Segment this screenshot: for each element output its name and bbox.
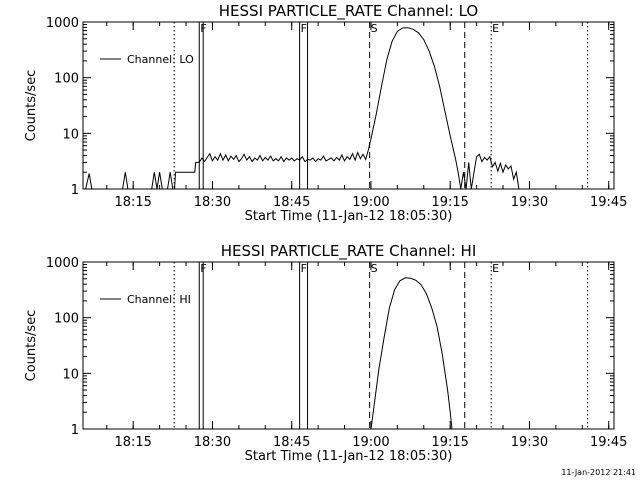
x-axis-label: Start Time (11-Jan-12 18:05:30) xyxy=(245,209,453,224)
legend-label: Channel: LO xyxy=(127,53,194,66)
x-tick-label: 18:15 xyxy=(114,435,151,450)
chart-1: HESSI PARTICLE_RATE Channel: HI 18:15 18:3… xyxy=(24,242,627,464)
y-tick-label: 1 xyxy=(71,183,79,198)
y-tick-label: 100 xyxy=(54,312,79,327)
y-axis-label: Counts/sec xyxy=(24,70,39,142)
marker-label: E xyxy=(492,22,499,35)
plot-frame xyxy=(82,261,615,430)
x-tick-label: 18:30 xyxy=(194,195,231,210)
y-tick-label: 100 xyxy=(54,72,79,87)
marker-label: E xyxy=(492,262,499,275)
x-tick-label: 18:45 xyxy=(273,435,310,450)
series-line xyxy=(370,277,453,430)
x-tick-label: 19:30 xyxy=(511,195,548,210)
x-tick-label: 19:45 xyxy=(590,435,627,450)
x-tick-label: 19:00 xyxy=(352,195,389,210)
y-tick-label: 1000 xyxy=(46,16,79,31)
x-tick-label: 19:15 xyxy=(431,435,468,450)
plot-frame xyxy=(82,21,615,190)
marker-label: F xyxy=(301,22,307,35)
x-tick-label: 18:30 xyxy=(194,435,231,450)
y-tick-label: 10 xyxy=(62,127,79,142)
y-axis-label: Counts/sec xyxy=(24,310,39,382)
marker-label: S xyxy=(371,22,378,35)
x-tick-label: 18:15 xyxy=(114,195,151,210)
x-tick-label: 19:15 xyxy=(431,195,468,210)
chart-0: HESSI PARTICLE_RATE Channel: LO 18:15 18:3… xyxy=(24,2,627,224)
y-tick-label: 10 xyxy=(62,367,79,382)
generation-timestamp: 11-Jan-2012 21:41 xyxy=(561,468,636,477)
x-tick-label: 19:00 xyxy=(352,435,389,450)
marker-label: F xyxy=(301,262,307,275)
y-tick-label: 1 xyxy=(71,423,79,438)
y-tick-label: 1000 xyxy=(46,256,79,271)
marker-label: S xyxy=(371,262,378,275)
series-line xyxy=(85,27,520,190)
legend-label: Channel: HI xyxy=(127,293,191,306)
x-tick-label: 19:30 xyxy=(511,435,548,450)
x-tick-label: 19:45 xyxy=(590,195,627,210)
chart-title: HESSI PARTICLE_RATE Channel: LO xyxy=(219,2,478,21)
x-axis-label: Start Time (11-Jan-12 18:05:30) xyxy=(245,449,453,464)
x-tick-label: 18:45 xyxy=(273,195,310,210)
chart-title: HESSI PARTICLE_RATE Channel: HI xyxy=(221,242,477,261)
